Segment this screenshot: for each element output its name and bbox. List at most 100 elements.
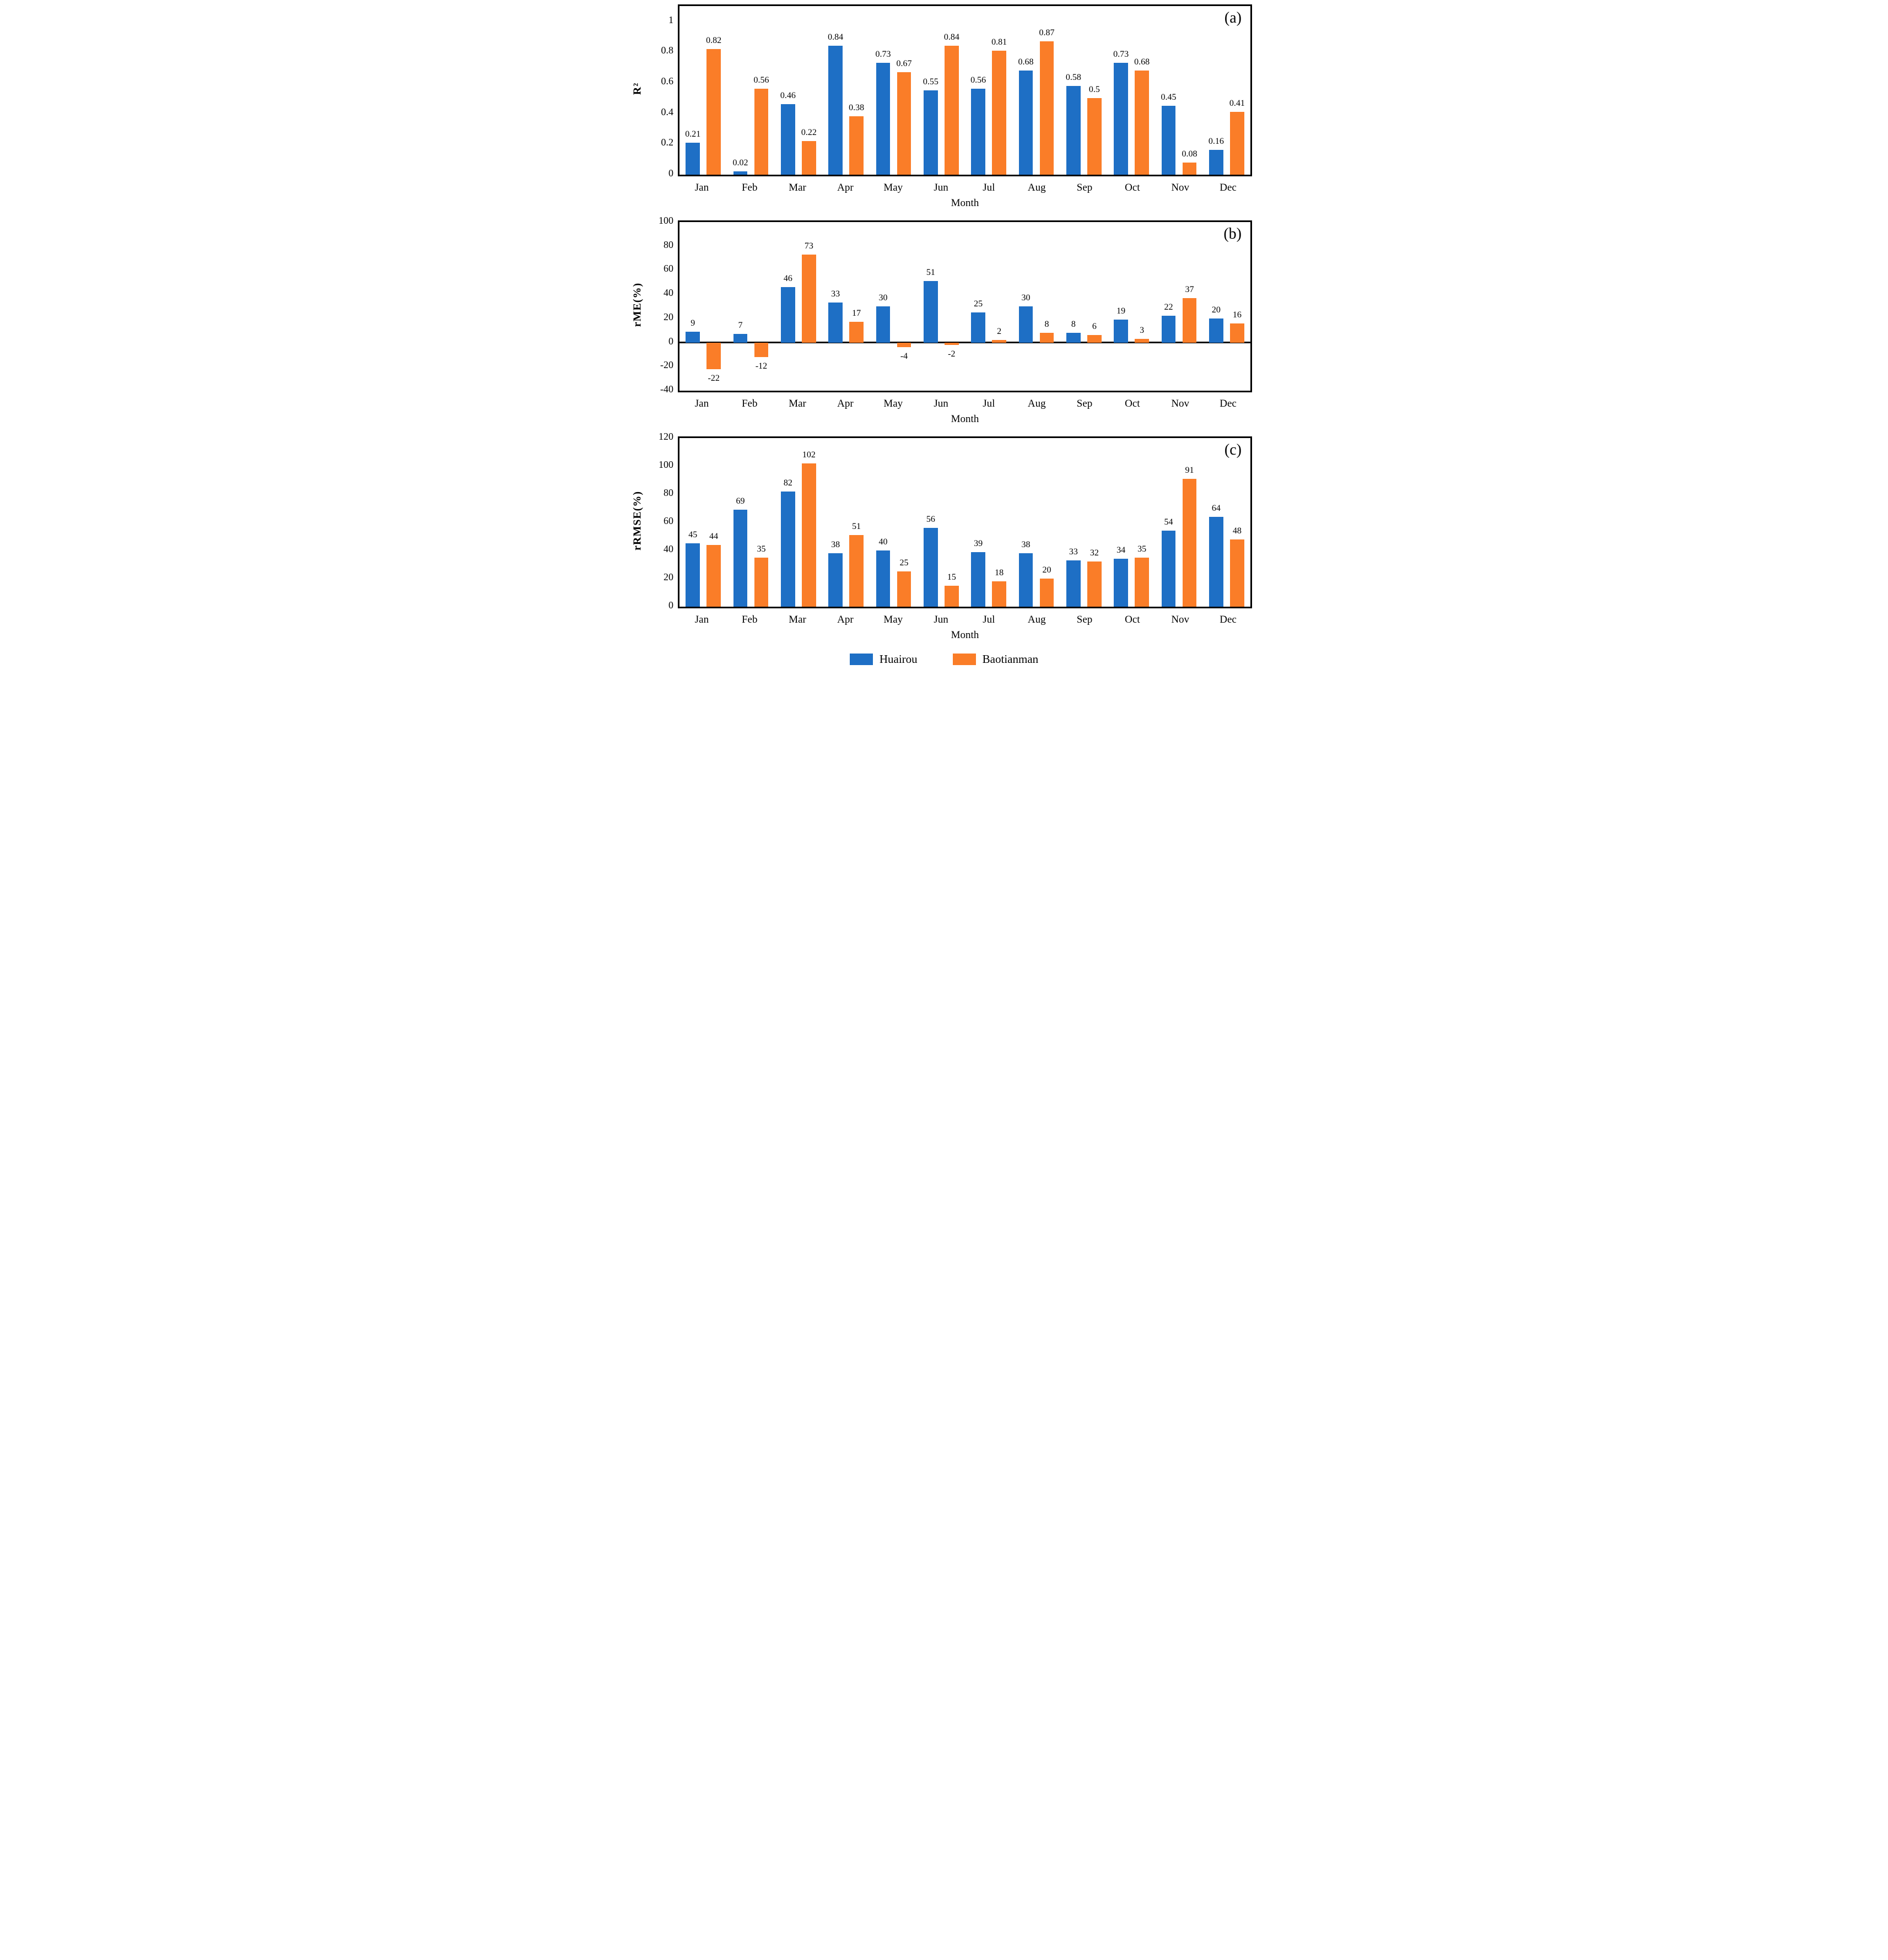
bar-value-label: 6: [1092, 322, 1097, 332]
bar-value-label: 8: [1044, 320, 1049, 330]
bar-baotianman-feb: [754, 557, 769, 607]
bar-baotianman-aug: [1039, 579, 1054, 607]
bar-baotianman-oct: [1135, 339, 1150, 343]
plot-wrap: (c) 45 69 82 38 40 56 39 38 33 34 54 64 44 35 102 51 25 1…: [678, 436, 1252, 642]
bar-huairou-feb: [733, 510, 748, 607]
x-axis-title: Month: [951, 197, 979, 209]
x-labels: Jan Feb Mar Apr May Jun Jul Aug Sep Oct Nov Dec: [678, 397, 1252, 411]
bar-value-label: 19: [1116, 306, 1126, 316]
x-category-label: Aug: [1027, 398, 1046, 409]
x-category-label: Aug: [1027, 614, 1046, 625]
bar-baotianman-jun: [944, 585, 959, 607]
x-category-label: Jan: [694, 182, 709, 193]
x-axis-title: Month: [951, 629, 979, 641]
bar-baotianman-dec: [1229, 323, 1244, 343]
bar-huairou-sep: [1066, 85, 1081, 175]
bar-value-label: 20: [1211, 305, 1221, 315]
bar-baotianman-nov: [1182, 478, 1197, 607]
bar-value-label: 0.84: [943, 33, 959, 42]
y-tick-label: 0.6: [661, 75, 674, 87]
x-category-label: Aug: [1027, 182, 1046, 193]
bar-huairou-dec: [1209, 318, 1223, 343]
x-category-label: Nov: [1171, 614, 1190, 625]
bar-value-label: 37: [1185, 284, 1194, 294]
bar-baotianman-mar: [801, 141, 816, 175]
huairou-swatch: [849, 654, 873, 665]
legend-item-huairou: Huairou: [849, 652, 918, 666]
bar-value-label: 56: [926, 515, 935, 525]
panel-c: rRMSE(%) 0 20 40 60 80 100 120 (c) 45 69 82 38 40 5…: [629, 431, 1259, 642]
y-tick-label: 1: [668, 14, 673, 25]
y-axis-label-b: rME(%): [629, 220, 646, 389]
bar-value-label: 0.67: [896, 58, 912, 68]
bar-value-label: -4: [900, 352, 908, 361]
bar-huairou-apr: [828, 553, 843, 607]
x-category-label: Dec: [1220, 182, 1237, 193]
bar-huairou-dec: [1209, 150, 1223, 175]
legend-label-baotianman: Baotianman: [982, 652, 1039, 666]
bar-huairou-feb: [733, 334, 748, 343]
bar-value-label: 0.02: [732, 158, 748, 168]
plot-wrap: (a) 0.21 0.02 0.46 0.84 0.73 0.55 0.56 0.68 0.58…: [678, 4, 1252, 210]
bar-value-label: 0.87: [1039, 28, 1055, 37]
bar-value-label: 18: [995, 568, 1004, 578]
bar-value-label: 73: [804, 241, 813, 251]
x-category-label: Dec: [1220, 614, 1237, 625]
x-category-label: Sep: [1076, 182, 1093, 193]
plot-wrap: (b) 9 7 46 33 30 51 25 30 8 19 22 20 -22 -12 73 17 -4 -2 2…: [678, 220, 1252, 426]
bar-huairou-may: [876, 62, 891, 175]
bar-baotianman-jan: [706, 342, 721, 369]
bar-baotianman-oct: [1135, 70, 1150, 175]
x-category-label: Jan: [694, 614, 709, 625]
bar-value-label: 33: [831, 289, 840, 299]
bar-huairou-jul: [971, 552, 986, 607]
x-category-label: Feb: [741, 182, 758, 193]
bar-value-label: 0.38: [849, 103, 865, 113]
bar-value-label: 15: [947, 572, 956, 582]
bar-value-label: 0.82: [706, 35, 722, 45]
bar-value-label: 20: [1042, 565, 1051, 575]
bar-huairou-aug: [1018, 306, 1033, 343]
y-tick-label: 100: [659, 459, 673, 470]
bar-value-label: 0.46: [780, 91, 796, 101]
bar-baotianman-apr: [849, 534, 864, 607]
y-tick-label: 0.8: [661, 45, 674, 56]
bar-baotianman-nov: [1182, 162, 1197, 175]
bar-value-label: 0.16: [1208, 137, 1224, 147]
x-category-label: Jun: [934, 398, 948, 409]
bar-value-label: 54: [1164, 517, 1173, 527]
x-category-label: Jul: [983, 614, 995, 625]
y-axis-label-text: R²: [631, 82, 644, 95]
bar-value-label: 35: [1137, 544, 1147, 554]
bar-huairou-mar: [780, 104, 795, 175]
bar-value-label: 35: [757, 544, 766, 554]
y-axis-label-c: rRMSE(%): [629, 436, 646, 605]
bar-value-label: 8: [1071, 320, 1076, 330]
bar-huairou-nov: [1161, 531, 1176, 607]
bar-value-label: 51: [926, 268, 935, 278]
bar-value-label: 16: [1232, 310, 1242, 320]
panel-letter-c: (c): [1224, 441, 1242, 458]
x-category-label: Sep: [1076, 398, 1093, 409]
bar-huairou-may: [876, 550, 891, 607]
panel-a: R² 0 0.2 0.4 0.6 0.8 1 (a) 0.21 0.02 0.46 0.84 0.…: [629, 4, 1259, 210]
x-category-label: Oct: [1125, 182, 1140, 193]
bar-value-label: 38: [831, 540, 840, 550]
bar-huairou-aug: [1018, 70, 1033, 175]
y-tick-label: 0: [668, 168, 673, 179]
bar-baotianman-may: [897, 72, 911, 175]
bar-value-label: 30: [1021, 293, 1031, 303]
figure: R² 0 0.2 0.4 0.6 0.8 1 (a) 0.21 0.02 0.46 0.84 0.…: [629, 0, 1259, 674]
bar-value-label: 0.55: [923, 77, 938, 87]
bar-value-label: 91: [1185, 465, 1194, 475]
bar-baotianman-jul: [992, 581, 1007, 607]
bar-baotianman-sep: [1087, 335, 1102, 343]
x-category-label: Jun: [934, 182, 948, 193]
y-axis-label-a: R²: [629, 4, 646, 173]
bar-value-label: 0.68: [1018, 57, 1034, 67]
bar-huairou-dec: [1209, 516, 1223, 607]
bar-value-label: 9: [691, 318, 695, 328]
bar-value-label: 0.58: [1065, 72, 1081, 82]
bar-huairou-mar: [780, 491, 795, 607]
bar-value-label: 33: [1069, 547, 1078, 557]
